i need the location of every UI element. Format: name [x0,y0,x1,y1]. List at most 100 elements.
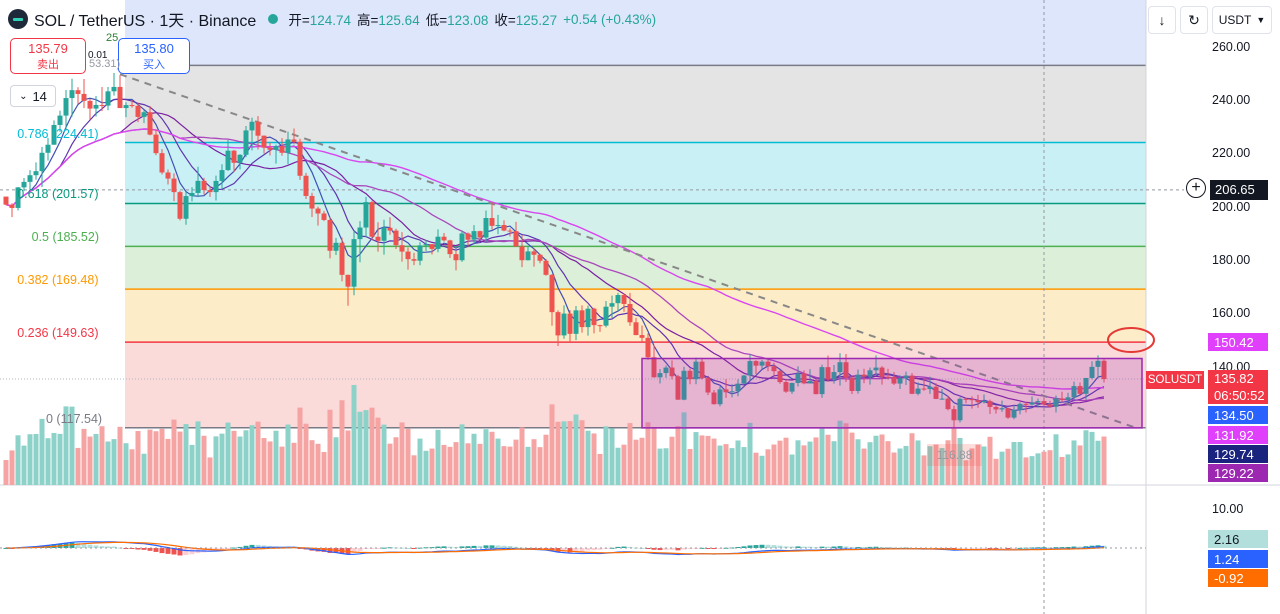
collapse-indicators-button[interactable]: ⌄ 14 [10,85,56,107]
volume-bar [45,438,51,485]
candle-body [273,146,279,150]
candle-body [657,373,663,378]
macd-histogram-bar [687,548,693,550]
candle-body [855,374,861,391]
candle-body [813,380,819,395]
macd-histogram-bar [1071,546,1077,548]
trend-line[interactable] [119,73,1137,429]
volume-bar [225,422,231,485]
macd-histogram-bar [861,547,867,549]
price-tag: 131.92 [1208,426,1268,444]
candle-body [771,366,777,372]
macd-histogram-bar [1077,546,1083,548]
candle-body [135,105,141,117]
macd-histogram-bar [183,548,189,555]
macd-histogram-bar [789,546,795,548]
macd-histogram-bar [93,545,99,548]
macd-histogram-bar [777,545,783,548]
volume-bar [699,435,705,485]
currency-select[interactable]: USDT ▼ [1212,6,1272,34]
volume-bar [153,431,159,485]
sell-price: 135.79 [28,41,68,56]
candle-body [747,361,753,376]
fib-partial-label-a: 25 [106,32,119,44]
price-axis-label: 200.00 [1212,199,1251,214]
candle-body [57,115,63,125]
volume-bar [87,436,93,485]
candle-body [735,383,741,392]
ohlc-close: 收=125.27 [494,9,557,29]
volume-bar [969,448,975,485]
volume-bar [333,437,339,485]
candle-body [1065,397,1071,401]
candle-body [435,236,441,249]
macd-histogram-bar [1011,548,1017,549]
volume-bar [321,452,327,485]
candle-body [195,180,201,193]
volume-bar [213,436,219,485]
candle-body [843,362,849,378]
volume-bar [339,400,345,485]
candle-body [1023,403,1029,405]
symbol-title[interactable]: SOL / TetherUS · 1天 · Binance [34,13,257,30]
annotations[interactable] [641,327,1155,429]
candle-body [465,233,471,240]
candle-body [753,361,759,366]
volume-bar [819,428,825,485]
macd-histogram-bar [471,545,477,548]
price-tag: 129.22 [1208,464,1268,482]
macd-histogram-bar [81,543,87,548]
candle-body [9,204,15,208]
macd-histogram-bar [957,548,963,550]
volume-bar [483,429,489,485]
candle-body [249,121,255,131]
volume-bar [363,410,369,485]
candle-body [705,378,711,393]
volume-bar [207,457,213,485]
macd-histogram-bar [579,548,585,552]
candle-body [471,231,477,240]
candle-body [381,227,387,241]
volume-bar [129,449,135,485]
volume-bar [519,427,525,485]
candle-body [717,389,723,405]
macd-histogram-bar [75,542,81,548]
macd-histogram-bar [681,548,687,550]
candle-body [687,370,693,380]
candle-body [837,362,843,373]
candle-body [567,313,573,334]
macd-histogram-bar [747,545,753,548]
volume-bar [609,428,615,485]
moving-average-line [5,128,1105,390]
moving-averages [5,97,1105,412]
buy-button[interactable]: 135.80 买入 [118,38,190,74]
sell-button[interactable]: 135.79 卖出 [10,38,86,74]
candle-body [891,377,897,384]
fullscreen-button[interactable]: ↻ [1180,6,1208,34]
macd-histogram-bar [513,546,519,548]
macd-histogram-bar [597,548,603,550]
candle-body [861,374,867,377]
candle-body [903,375,909,379]
volume-bar [171,419,177,485]
macd-histogram-bar [441,546,447,548]
fib-level-label: 0.786 (224.41) [17,126,99,141]
candle-body [897,378,903,384]
download-button[interactable]: ↓ [1148,6,1176,34]
add-alert-plus-icon[interactable]: + [1186,178,1206,198]
macd-signal-line [6,541,1105,555]
macd-histogram-bar [405,547,411,549]
macd-histogram-bar [783,546,789,548]
candle-body [213,180,219,193]
candle-body [555,312,561,336]
price-tag: 06:50:52 [1208,387,1268,404]
volume-bar [447,446,453,485]
candle-body [675,376,681,400]
macd-histogram-bar [1041,547,1047,549]
macd-histogram-bar [831,546,837,548]
candle-body [81,93,87,101]
candle-body [27,175,33,182]
volume-bar [1077,445,1083,485]
candle-body [423,244,429,246]
